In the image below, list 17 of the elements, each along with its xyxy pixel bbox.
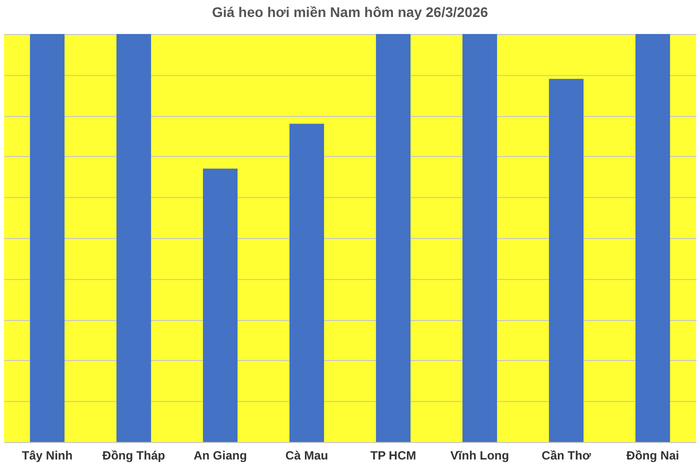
chart-title: Giá heo hơi miền Nam hôm nay 26/3/2026 xyxy=(212,4,488,20)
x-tick-label: An Giang xyxy=(194,448,247,462)
x-tick-label: Cà Mau xyxy=(285,448,328,462)
bar xyxy=(548,78,584,442)
x-tick-label: Đồng Tháp xyxy=(102,448,166,462)
bar xyxy=(289,124,324,442)
bar xyxy=(462,34,498,442)
x-tick-label: Vĩnh Long xyxy=(450,448,510,462)
x-tick-label: Đồng Nai xyxy=(626,448,680,462)
bar xyxy=(635,34,670,442)
bar xyxy=(202,168,238,442)
x-tick-label: TP HCM xyxy=(370,448,416,462)
bar xyxy=(376,34,411,442)
bar xyxy=(30,34,65,442)
x-tick-label: Cần Thơ xyxy=(542,448,592,462)
x-tick-label: Tây Ninh xyxy=(22,448,73,462)
bar xyxy=(116,34,152,442)
